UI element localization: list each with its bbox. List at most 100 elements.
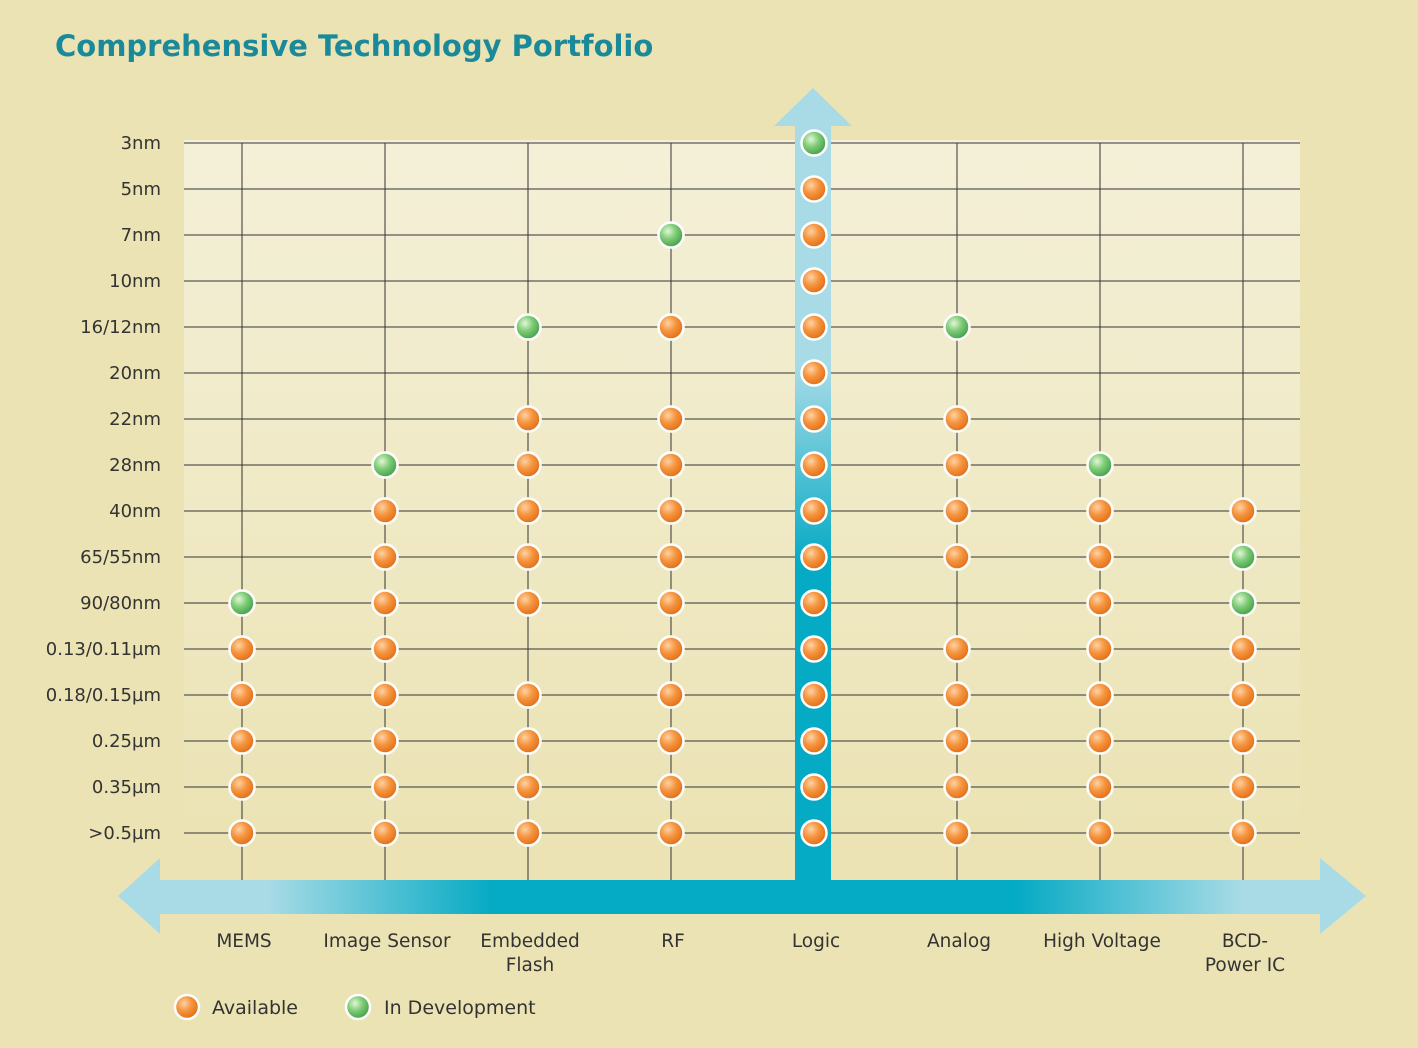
point-image-sensor-0-35-m-available <box>371 773 399 801</box>
point-mems-0-5-m-available <box>228 819 256 847</box>
point-mems-0-35-m-available <box>228 773 256 801</box>
point-logic-0-25-m-available <box>800 727 828 755</box>
point-bcd-power-ic-0-13-0-11-m-available <box>1229 635 1257 663</box>
point-embedded-flash-0-5-m-available <box>514 819 542 847</box>
point-rf-16-12nm-available <box>657 313 685 341</box>
point-embedded-flash-65-55nm-available <box>514 543 542 571</box>
point-embedded-flash-40nm-available <box>514 497 542 525</box>
chart-title: Comprehensive Technology Portfolio <box>55 29 653 63</box>
y-tick-label-90-80nm: 90/80nm <box>80 593 161 614</box>
point-logic-28nm-available <box>800 451 828 479</box>
point-bcd-power-ic-90-80nm-in-development <box>1229 589 1257 617</box>
point-embedded-flash-0-25-m-available <box>514 727 542 755</box>
legend-in-development-label: In Development <box>384 997 536 1019</box>
x-tick-label-analog: Analog <box>927 931 991 952</box>
point-analog-28nm-available <box>943 451 971 479</box>
point-logic-20nm-available <box>800 359 828 387</box>
point-rf-0-35-m-available <box>657 773 685 801</box>
y-tick-label-20nm: 20nm <box>109 363 161 384</box>
x-tick-label-high-voltage: High Voltage <box>1043 931 1161 952</box>
point-embedded-flash-0-35-m-available <box>514 773 542 801</box>
x-tick-label-embedded-flash: Embedded Flash <box>480 931 579 976</box>
point-logic-65-55nm-available <box>800 543 828 571</box>
point-logic-16-12nm-available <box>800 313 828 341</box>
point-rf-90-80nm-available <box>657 589 685 617</box>
point-high-voltage-65-55nm-available <box>1086 543 1114 571</box>
point-rf-0-18-0-15-m-available <box>657 681 685 709</box>
point-mems-0-25-m-available <box>228 727 256 755</box>
point-high-voltage-90-80nm-available <box>1086 589 1114 617</box>
point-embedded-flash-16-12nm-in-development <box>514 313 542 341</box>
point-embedded-flash-90-80nm-available <box>514 589 542 617</box>
point-analog-0-25-m-available <box>943 727 971 755</box>
x-tick-label-mems: MEMS <box>216 931 271 952</box>
point-logic-5nm-available <box>800 175 828 203</box>
y-tick-label-40nm: 40nm <box>109 501 161 522</box>
x-axis-tick-labels: MEMS Image Sensor Embedded Flash RF Logic Anal… <box>216 931 1285 976</box>
point-image-sensor-90-80nm-available <box>371 589 399 617</box>
point-embedded-flash-0-18-0-15-m-available <box>514 681 542 709</box>
x-tick-label-bcd-power-ic: BCD-Power IC <box>1205 931 1285 976</box>
point-mems-0-18-0-15-m-available <box>228 681 256 709</box>
point-bcd-power-ic-0-5-m-available <box>1229 819 1257 847</box>
point-bcd-power-ic-0-25-m-available <box>1229 727 1257 755</box>
y-tick-label-16-12nm: 16/12nm <box>80 317 161 338</box>
point-analog-65-55nm-available <box>943 543 971 571</box>
y-tick-label-0-18-0-15-m: 0.18/0.15µm <box>46 685 161 706</box>
point-logic-0-5-m-available <box>800 819 828 847</box>
y-tick-label-7nm: 7nm <box>121 225 161 246</box>
y-tick-label-0-35-m: 0.35µm <box>92 777 161 798</box>
point-rf-40nm-available <box>657 497 685 525</box>
point-image-sensor-0-13-0-11-m-available <box>371 635 399 663</box>
point-high-voltage-0-13-0-11-m-available <box>1086 635 1114 663</box>
x-tick-label-rf: RF <box>661 931 685 952</box>
point-bcd-power-ic-40nm-available <box>1229 497 1257 525</box>
point-analog-22nm-available <box>943 405 971 433</box>
point-image-sensor-28nm-in-development <box>371 451 399 479</box>
point-logic-40nm-available <box>800 497 828 525</box>
point-analog-16-12nm-in-development <box>943 313 971 341</box>
plot-background <box>184 140 1300 840</box>
point-rf-28nm-available <box>657 451 685 479</box>
point-bcd-power-ic-0-35-m-available <box>1229 773 1257 801</box>
point-embedded-flash-28nm-available <box>514 451 542 479</box>
point-logic-22nm-available <box>800 405 828 433</box>
x-axis-arrow <box>118 858 1366 934</box>
y-tick-label-5nm: 5nm <box>121 179 161 200</box>
point-analog-40nm-available <box>943 497 971 525</box>
point-logic-0-18-0-15-m-available <box>800 681 828 709</box>
point-high-voltage-0-5-m-available <box>1086 819 1114 847</box>
point-image-sensor-40nm-available <box>371 497 399 525</box>
y-tick-label-10nm: 10nm <box>109 271 161 292</box>
point-high-voltage-0-18-0-15-m-available <box>1086 681 1114 709</box>
point-rf-0-5-m-available <box>657 819 685 847</box>
point-rf-22nm-available <box>657 405 685 433</box>
y-axis-arrow <box>774 88 852 881</box>
legend-in-development-marker <box>344 993 372 1021</box>
point-bcd-power-ic-0-18-0-15-m-available <box>1229 681 1257 709</box>
point-logic-0-13-0-11-m-available <box>800 635 828 663</box>
point-rf-65-55nm-available <box>657 543 685 571</box>
point-image-sensor-0-5-m-available <box>371 819 399 847</box>
y-tick-label-0-5-m: >0.5µm <box>88 823 161 844</box>
point-image-sensor-0-18-0-15-m-available <box>371 681 399 709</box>
point-logic-10nm-available <box>800 267 828 295</box>
y-tick-label-0-25-m: 0.25µm <box>92 731 161 752</box>
point-analog-0-18-0-15-m-available <box>943 681 971 709</box>
point-mems-0-13-0-11-m-available <box>228 635 256 663</box>
point-high-voltage-40nm-available <box>1086 497 1114 525</box>
point-logic-0-35-m-available <box>800 773 828 801</box>
point-analog-0-35-m-available <box>943 773 971 801</box>
point-analog-0-13-0-11-m-available <box>943 635 971 663</box>
point-image-sensor-65-55nm-available <box>371 543 399 571</box>
y-axis-tick-labels: 3nm 5nm 7nm 10nm 16/12nm 20nm 22nm 28nm 40nm 65/5… <box>46 133 161 844</box>
y-tick-label-0-13-0-11-m: 0.13/0.11µm <box>46 639 161 660</box>
point-logic-7nm-available <box>800 221 828 249</box>
point-logic-3nm-in-development <box>800 129 828 157</box>
point-high-voltage-0-25-m-available <box>1086 727 1114 755</box>
legend: Available In Development <box>173 993 536 1021</box>
point-logic-90-80nm-available <box>800 589 828 617</box>
y-tick-label-28nm: 28nm <box>109 455 161 476</box>
legend-available-label: Available <box>212 997 298 1019</box>
